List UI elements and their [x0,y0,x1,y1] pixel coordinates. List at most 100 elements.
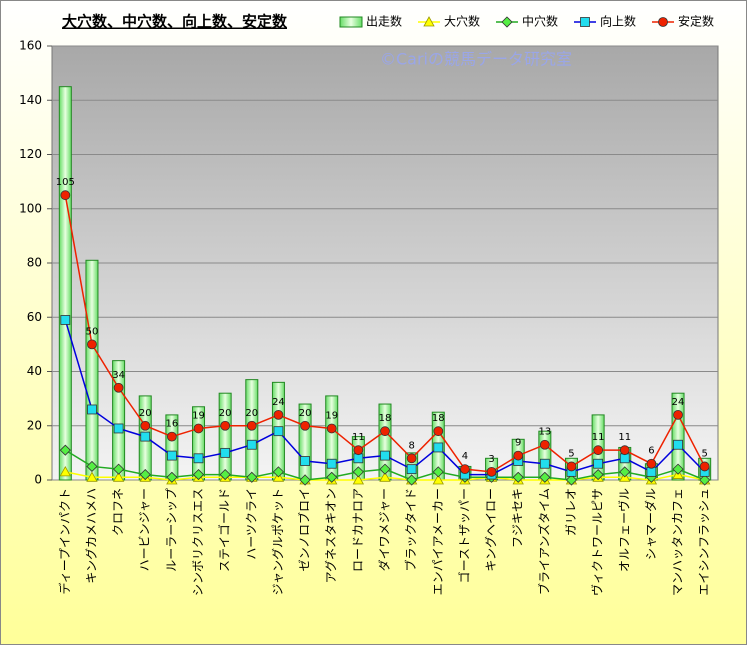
point [220,420,231,431]
data-label: 20 [219,408,232,419]
legend-label: 大穴数 [444,14,480,29]
data-label: 24 [672,397,685,408]
x-tick-label: エイシンフラッシュ [697,488,711,596]
point [673,439,683,450]
point [140,431,151,442]
data-label: 9 [515,438,521,449]
x-tick-label: エンパイアメーカー [431,488,445,595]
y-tick-label: 160 [19,39,42,53]
point [406,453,417,464]
point [565,474,578,486]
data-label: 19 [325,410,338,421]
point [192,469,205,481]
point [460,464,470,475]
x-tick-label: フジキセキ [511,488,525,548]
point [380,426,390,437]
point [646,458,657,469]
y-tick-label: 120 [19,147,42,161]
point [380,450,390,461]
point [300,456,310,466]
point [406,474,418,486]
legend-marker [423,16,435,27]
point [512,471,524,483]
point [87,339,97,350]
data-label: 105 [56,177,75,188]
point [166,450,177,461]
point [272,466,285,478]
point [326,458,337,469]
x-tick-label: ハーツクライ [244,488,258,560]
point [220,447,231,458]
point [406,464,417,475]
data-label: 11 [618,432,631,443]
point [646,466,657,477]
point [433,426,444,437]
point [326,471,338,483]
data-label: 19 [192,410,205,421]
data-label: 8 [408,440,414,451]
point [60,190,71,201]
bar [58,86,72,481]
point [513,450,524,461]
point [593,445,604,456]
point [273,409,284,420]
data-label: 4 [462,451,468,462]
point [619,445,630,456]
x-tick-label: ヴィクトワールピサ [590,488,605,596]
chart-title: 大穴数、中穴数、向上数、安定数 [62,13,288,31]
x-tick-label: キングヘイロー [484,488,498,572]
point [673,409,683,420]
point [566,461,577,472]
point [379,463,391,475]
point [193,423,204,434]
x-tick-label: ダイワメジャー [377,488,392,571]
bar [85,259,99,481]
point [699,461,710,472]
x-tick-label: シャマーダル [643,488,658,560]
data-label: 3 [488,454,494,465]
legend-label: 出走数 [366,14,402,29]
point [219,469,231,481]
point [539,439,550,450]
point [113,423,124,434]
data-label: 16 [166,419,179,430]
y-tick-label: 40 [27,364,42,378]
point [432,466,444,478]
point [113,463,125,475]
data-label: 13 [538,427,551,438]
point [87,404,97,415]
point [112,471,125,482]
point [86,471,98,482]
point [300,420,310,431]
data-label: 5 [701,448,707,459]
x-tick-label: ルーラーシップ [164,488,178,572]
data-label: 20 [299,408,312,419]
x-tick-label: オルフェーヴル [616,488,631,572]
point [59,466,71,477]
x-tick-label: ステイゴールド [217,488,232,572]
point [432,474,444,485]
point [86,460,98,473]
point [273,426,284,437]
point [352,466,364,478]
point [113,382,124,393]
y-tick-label: 20 [27,418,42,432]
point [353,445,364,456]
point [672,463,684,475]
data-label: 34 [112,370,125,381]
x-tick-label: ブラックタイド [403,488,418,572]
point [166,471,178,483]
x-tick-label: ジャングルポケット [271,488,285,595]
x-tick-label: キングカメハメハ [84,488,98,584]
point [299,474,311,486]
x-tick-label: ディープインパクト [57,488,72,594]
point [246,439,257,450]
y-tick-label: 140 [19,93,42,107]
data-label: 20 [139,408,152,419]
x-tick-label: ガリレオ [564,488,578,536]
x-tick-label: ブライアンズタイム [536,488,551,595]
point [59,444,71,456]
point [619,453,630,464]
x-tick-label: アグネスタキオン [324,488,338,583]
